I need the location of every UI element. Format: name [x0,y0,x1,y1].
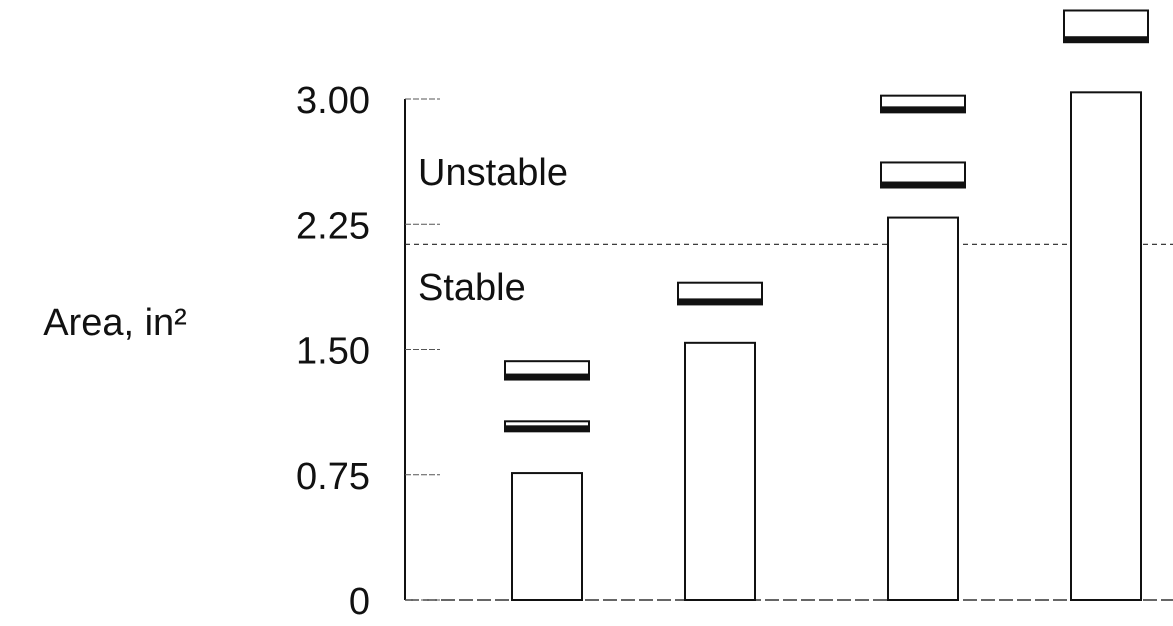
bar [511,472,583,601]
plate [1063,9,1149,44]
plate [880,161,966,189]
y-tick-label: 1.50 [296,331,370,373]
annotation: Unstable [418,152,568,194]
bar [887,216,959,601]
bar [1070,91,1142,601]
y-tick-label: 3.00 [296,80,370,122]
plate [504,420,590,433]
y-tick-label: 2.25 [296,205,370,247]
y-tick-label: 0 [349,581,370,623]
plate [677,281,763,306]
y-axis-label: Area, in² [43,302,187,344]
annotation: Stable [418,267,526,309]
bar [684,341,756,601]
plate [880,94,966,114]
y-tick-label: 0.75 [296,456,370,498]
plate [504,360,590,381]
